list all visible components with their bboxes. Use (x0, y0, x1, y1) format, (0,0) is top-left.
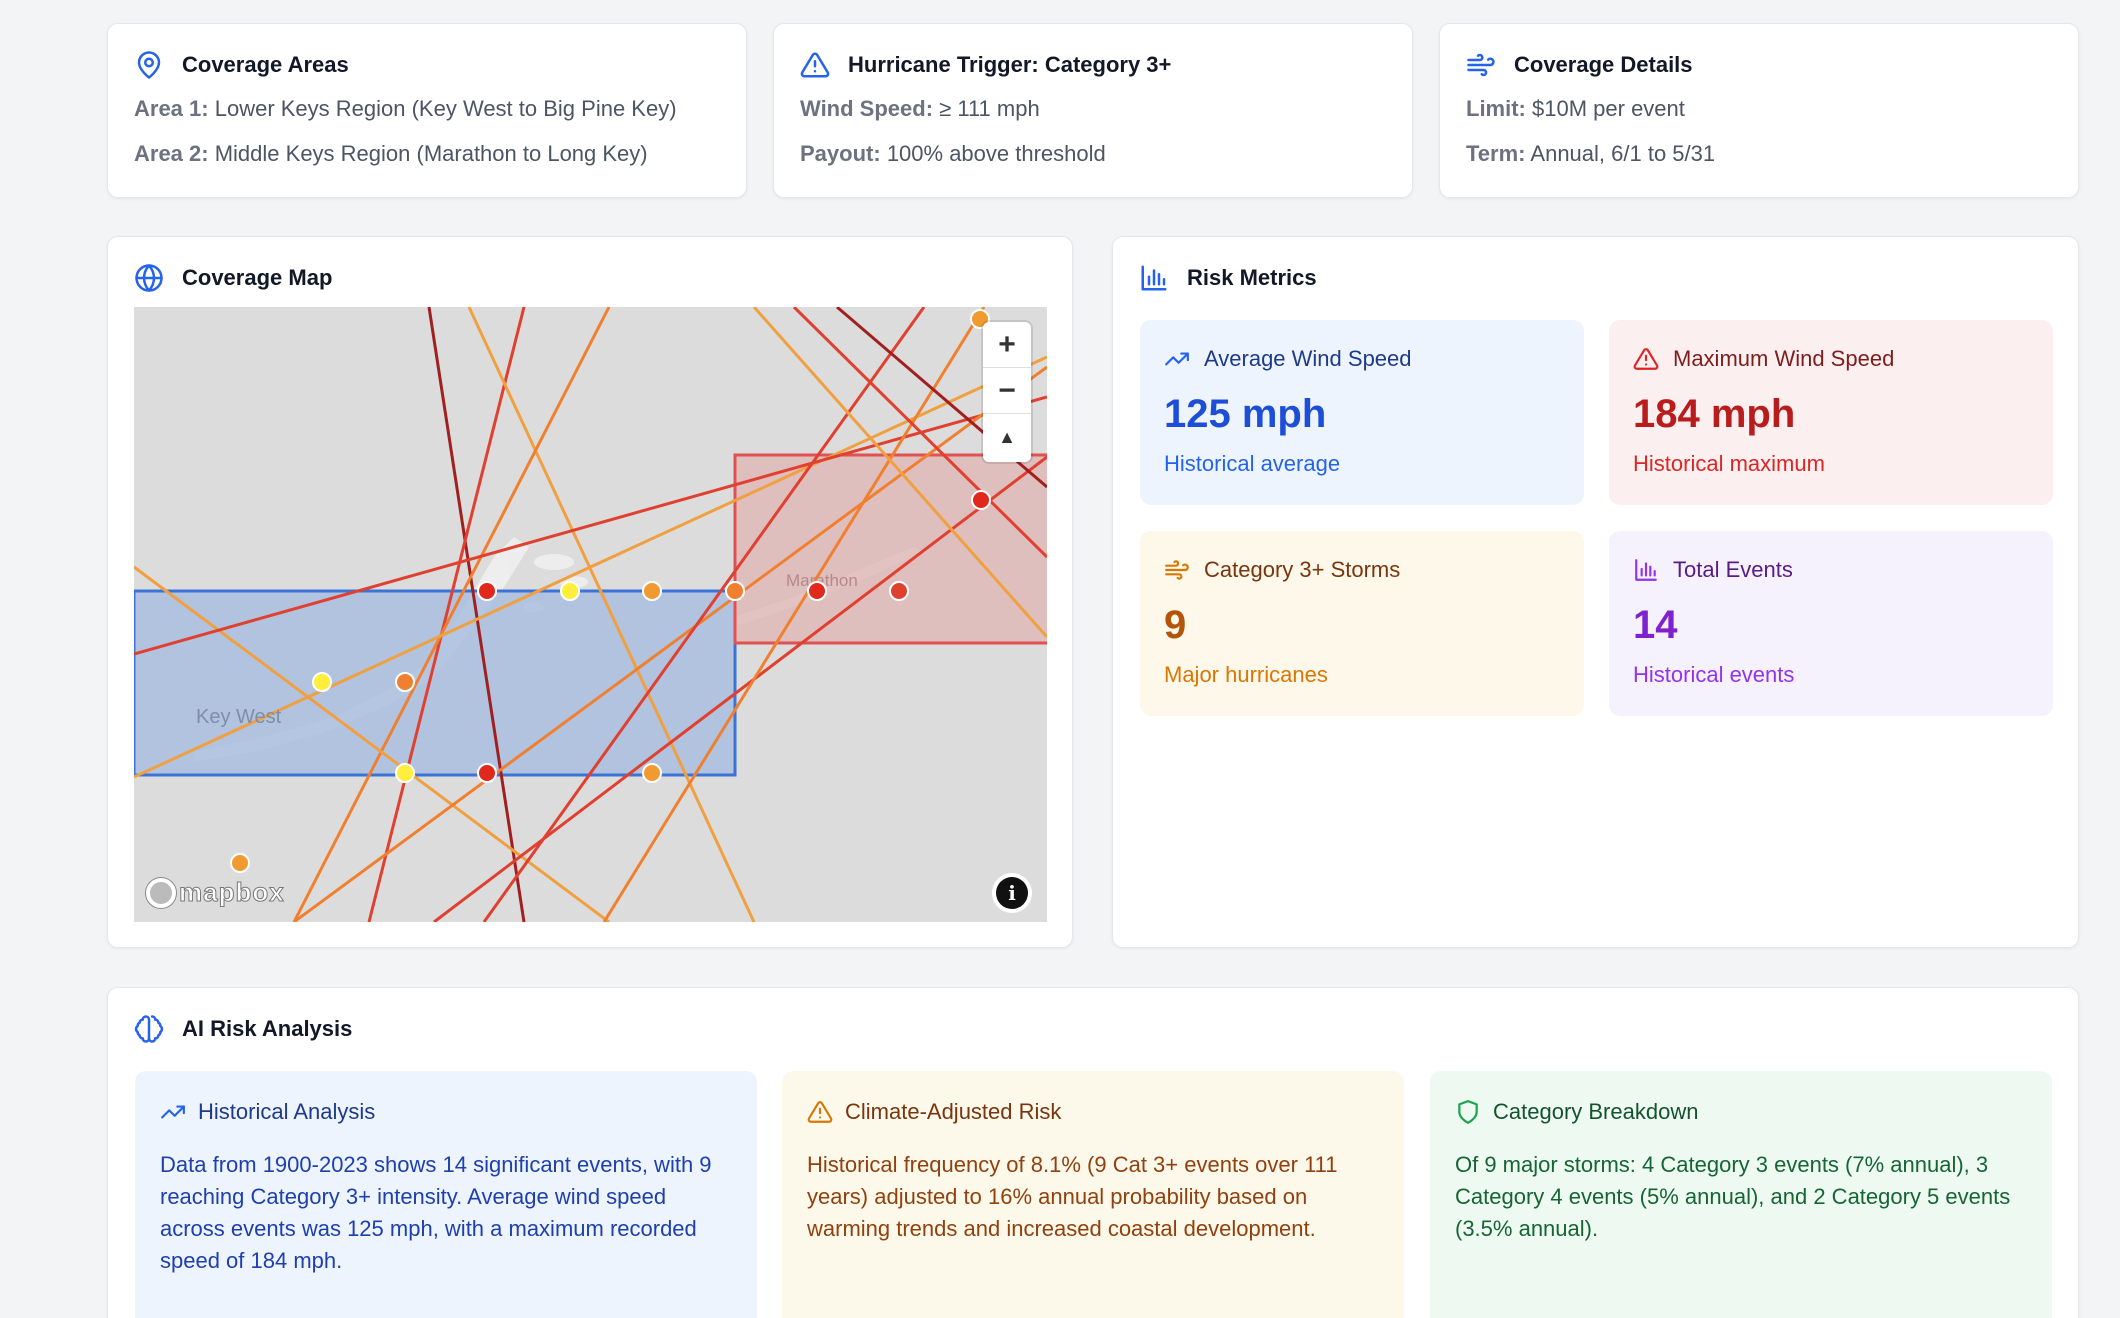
historical-analysis-panel: Historical Analysis Data from 1900-2023 … (135, 1071, 757, 1318)
wind-speed-line: Wind Speed: ≥ 111 mph (800, 96, 1040, 122)
historical-analysis-label: Historical Analysis (198, 1099, 376, 1124)
category-breakdown-body: Of 9 major storms: 4 Category 3 events (… (1455, 1152, 2011, 1241)
historical-analysis-head: Historical Analysis (160, 1099, 375, 1125)
trending-up-icon (1165, 352, 1189, 366)
mapbox-logo[interactable]: mapbox (146, 877, 285, 908)
ai-risk-analysis-title: AI Risk Analysis (134, 1014, 352, 1044)
coverage-areas-title: Coverage Areas (134, 50, 349, 80)
hurricane-trigger-card: Hurricane Trigger: Category 3+ Wind Spee… (773, 23, 1413, 198)
attribution-info-button[interactable]: i (996, 877, 1028, 909)
bar-chart-icon (1141, 265, 1167, 291)
shield-icon (1458, 1100, 1478, 1124)
metric-category3-storms: Category 3+ Storms 9 Major hurricanes (1140, 531, 1584, 716)
metric-category3-storms-label: Category 3+ Storms (1204, 557, 1401, 582)
area-1-line: Area 1: Lower Keys Region (Key West to B… (134, 96, 677, 122)
globe-icon (135, 264, 163, 292)
metric-total-events-label: Total Events (1673, 557, 1793, 582)
limit-line: Limit: $10M per event (1466, 96, 1685, 122)
warning-triangle-icon (1633, 348, 1659, 370)
coverage-details-title: Coverage Details (1466, 50, 1693, 80)
wind-icon (1165, 560, 1189, 580)
metric-category3-storms-value: 9 (1164, 603, 1187, 647)
wind-icon (1467, 53, 1495, 77)
category-breakdown-label: Category Breakdown (1493, 1099, 1699, 1124)
climate-adjusted-risk-label: Climate-Adjusted Risk (845, 1099, 1062, 1124)
trending-up-icon (161, 1105, 185, 1119)
metric-maximum-wind-sub: Historical maximum (1633, 451, 1825, 476)
metric-maximum-wind: Maximum Wind Speed 184 mph Historical ma… (1609, 320, 2053, 505)
metric-average-wind-value: 125 mph (1164, 392, 1327, 436)
climate-adjusted-risk-head: Climate-Adjusted Risk (807, 1099, 1061, 1125)
compass-button[interactable]: ▲ (998, 426, 1016, 447)
limit-label: Limit: (1466, 96, 1526, 121)
wind-speed-label: Wind Speed: (800, 96, 934, 121)
metric-maximum-wind-value: 184 mph (1633, 392, 1796, 436)
warning-triangle-icon (807, 1101, 833, 1123)
metric-total-events-value: 14 (1633, 603, 1678, 647)
hurricane-trigger-title-text: Hurricane Trigger: Category 3+ (848, 52, 1172, 77)
limit-value: $10M per event (1532, 96, 1685, 121)
metric-average-wind-sub: Historical average (1164, 451, 1341, 476)
term-line: Term: Annual, 6/1 to 5/31 (1466, 141, 1715, 167)
mapbox-logo-icon (146, 877, 176, 908)
coverage-areas-card: Coverage Areas Area 1: Lower Keys Region… (107, 23, 747, 198)
area-2-polygon[interactable] (733, 453, 1047, 645)
warning-triangle-icon (800, 52, 830, 78)
metric-category3-storms-sub: Major hurricanes (1164, 662, 1328, 687)
map-pin-icon (137, 51, 161, 79)
zoom-controls: + − ▲ (983, 322, 1031, 462)
area-2-value: Middle Keys Region (Marathon to Long Key… (214, 141, 648, 166)
metric-category3-storms-head: Category 3+ Storms (1164, 557, 1400, 583)
area-2-line: Area 2: Middle Keys Region (Marathon to … (134, 141, 648, 167)
area-1-label: Area 1: (134, 96, 209, 121)
area-1-polygon[interactable] (134, 589, 737, 777)
term-value: Annual, 6/1 to 5/31 (1530, 141, 1716, 166)
ai-risk-analysis-card: AI Risk Analysis Historical Analysis Dat… (107, 987, 2079, 1318)
climate-adjusted-risk-panel: Climate-Adjusted Risk Historical frequen… (782, 1071, 1404, 1318)
track-points (230, 309, 991, 873)
category-breakdown-panel: Category Breakdown Of 9 major storms: 4 … (1430, 1071, 2052, 1318)
payout-line: Payout: 100% above threshold (800, 141, 1106, 167)
hurricane-trigger-title: Hurricane Trigger: Category 3+ (800, 50, 1171, 80)
historical-analysis-body: Data from 1900-2023 shows 14 significant… (160, 1152, 712, 1273)
zoom-out-button[interactable]: − (983, 368, 1031, 414)
metric-maximum-wind-head: Maximum Wind Speed (1633, 346, 1894, 372)
coverage-details-title-text: Coverage Details (1514, 52, 1693, 77)
metric-total-events-head: Total Events (1633, 557, 1793, 583)
ai-risk-analysis-title-text: AI Risk Analysis (182, 1016, 353, 1041)
coverage-map[interactable]: Key West Marathon + − ▲ mapbox i (134, 307, 1047, 922)
brain-icon (134, 1015, 164, 1043)
metric-maximum-wind-label: Maximum Wind Speed (1673, 346, 1895, 371)
category-breakdown-head: Category Breakdown (1455, 1099, 1698, 1125)
area-1-value: Lower Keys Region (Key West to Big Pine … (214, 96, 677, 121)
map-canvas[interactable]: Key West Marathon (134, 307, 1047, 922)
term-label: Term: (1466, 141, 1526, 166)
risk-metrics-title: Risk Metrics (1139, 263, 1317, 293)
place-label-key-west: Key West (196, 706, 282, 728)
area-2-label: Area 2: (134, 141, 209, 166)
metric-average-wind: Average Wind Speed 125 mph Historical av… (1140, 320, 1584, 505)
risk-metrics-card: Risk Metrics Average Wind Speed 125 mph … (1112, 236, 2079, 948)
coverage-map-title-text: Coverage Map (182, 265, 333, 290)
coverage-map-title: Coverage Map (134, 263, 332, 293)
zoom-in-button[interactable]: + (983, 322, 1031, 368)
metric-average-wind-head: Average Wind Speed (1164, 346, 1412, 372)
metric-total-events-sub: Historical events (1633, 662, 1795, 687)
place-label-marathon: Marathon (786, 571, 858, 590)
coverage-areas-title-text: Coverage Areas (182, 52, 349, 77)
mapbox-logo-text: mapbox (179, 877, 285, 908)
bar-chart-icon (1635, 559, 1657, 581)
wind-speed-value: ≥ 111 mph (939, 96, 1040, 121)
metric-average-wind-label: Average Wind Speed (1204, 346, 1412, 371)
metric-total-events: Total Events 14 Historical events (1609, 531, 2053, 716)
payout-label: Payout: (800, 141, 881, 166)
climate-adjusted-risk-body: Historical frequency of 8.1% (9 Cat 3+ e… (807, 1152, 1338, 1241)
coverage-details-card: Coverage Details Limit: $10M per event T… (1439, 23, 2079, 198)
risk-metrics-title-text: Risk Metrics (1187, 265, 1317, 290)
payout-value: 100% above threshold (886, 141, 1106, 166)
